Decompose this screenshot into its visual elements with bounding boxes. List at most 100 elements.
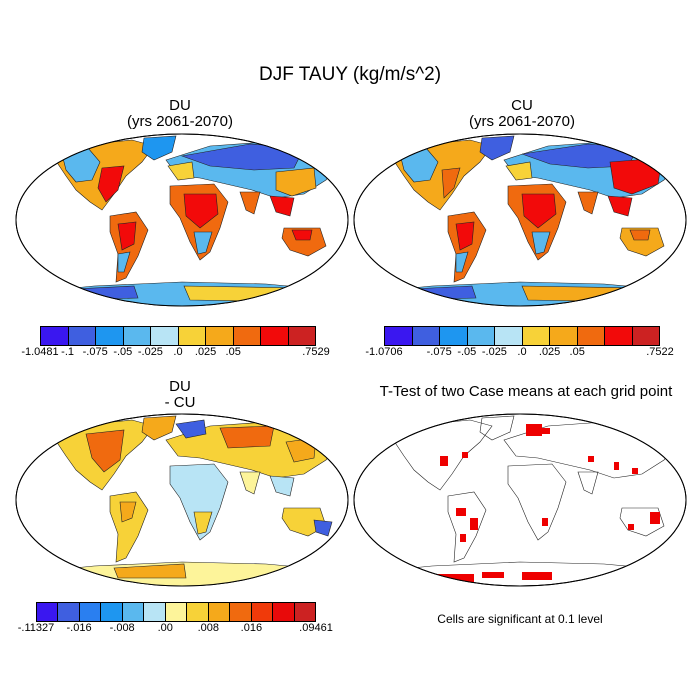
du-swatch [288,327,315,345]
du-colorbar-label: .0 [173,346,183,358]
diff-colorbar-label: -.016 [66,622,92,634]
cu-swatch [550,327,578,345]
south-america-coast [117,251,131,273]
southeast-asia [269,195,295,217]
cu-colorbar-label: .0 [517,346,527,358]
ttest-panel-title: T-Test of two Case means at each grid po… [352,384,700,400]
greenland [141,135,177,161]
cu-map [353,133,687,307]
india [239,471,261,495]
south-america-landmass [109,491,149,563]
cu-swatch [440,327,468,345]
du-map [15,133,349,307]
du-swatch [68,327,96,345]
du-colorbar-label: -.05 [113,346,133,358]
diff-swatch [79,603,102,621]
africa-south [193,231,213,255]
southeast-asia [269,475,295,497]
india-outline [577,471,599,495]
siberia-anomaly [180,143,305,171]
north-america-east-anomaly [441,167,461,199]
du-colorbar-label: -.075 [82,346,108,358]
du-swatch [233,327,261,345]
india [577,191,599,215]
du-swatch [178,327,206,345]
europe-anomaly [167,161,195,181]
du-swatch [41,327,69,345]
africa-south [531,231,551,255]
significance-note: Cells are significant at 0.1 level [437,612,603,626]
du-colorbar-label: .7529 [302,346,330,358]
cu-swatch [467,327,495,345]
cu-colorbar-label: -.075 [426,346,452,358]
figure-title: DJF TAUY (kg/m/s^2) [258,64,442,85]
diff-colorbar-label: -.008 [109,622,135,634]
australia [619,227,665,257]
diff-title-line1: DU [169,378,191,395]
diff-panel-title: DU - CU [60,379,300,411]
antarctica-west-anomaly [53,285,139,301]
south-america-outline [447,491,487,563]
east-asia-anomaly [275,167,317,197]
cu-colorbar-label: -.05 [457,346,477,358]
du-title-line2: (yrs 2061-2070) [127,113,233,130]
du-colorbar [40,326,316,346]
diff-colorbar-labels: -.11327 -.016 -.008 .00 .008 .016 .09461 [18,622,333,636]
cu-swatch [495,327,523,345]
du-swatch [261,327,289,345]
diff-colorbar [36,602,316,622]
europe-anomaly [505,161,533,181]
du-panel-title: DU (yrs 2061-2070) [60,98,300,130]
south-america-coast [455,251,469,273]
north-america-east-anomaly [97,165,125,203]
antarctica-west-anomaly [391,285,477,301]
south-america-interior [117,221,137,251]
greenland [479,135,515,161]
du-colorbar-label: -1.0481 [21,346,59,358]
du-colorbar-label: -.025 [137,346,163,358]
du-colorbar-label: .05 [225,346,241,358]
cu-colorbar [384,326,660,346]
scandinavia-anomaly [175,419,207,439]
diff-map [15,413,349,587]
australia-north [629,229,651,241]
india [239,191,261,215]
diff-title-line2: - CU [164,394,196,411]
cu-colorbar-swatches [384,326,660,346]
africa-landmass [169,463,229,541]
australia-outline [619,507,665,537]
du-colorbar-label: -.1 [61,346,75,358]
ttest-map [353,413,687,587]
cu-swatch [632,327,659,345]
du-swatch [123,327,151,345]
diff-colorbar-label: .00 [157,622,173,634]
diff-swatch [58,603,80,621]
greenland [141,415,177,441]
cu-swatch [385,327,413,345]
du-title-line1: DU [169,97,191,114]
australia-east-anomaly [313,519,333,537]
diff-colorbar-swatches [36,602,316,622]
diff-swatch [122,603,145,621]
diff-swatch [144,603,166,621]
australia [281,507,327,537]
cu-colorbar-labels: -1.0706 -.075 -.05 -.025 .0 .025 .05 .75… [365,346,673,360]
cu-colorbar-label: .025 [538,346,561,358]
diff-swatch [101,603,123,621]
cu-colorbar-label: -1.0706 [365,346,403,358]
antarctica-west-anomaly [113,563,187,579]
diff-swatch [187,603,209,621]
diff-colorbar-label: .016 [240,622,263,634]
du-colorbar-label: .025 [194,346,217,358]
australia [281,227,327,257]
australia-north [291,229,313,241]
diff-swatch [230,603,252,621]
du-swatch [96,327,124,345]
antarctica-east-anomaly [183,285,315,303]
antarctica-east-anomaly [521,285,653,303]
cu-colorbar-label: -.025 [481,346,507,358]
africa-interior [521,193,557,229]
russia-anomaly [219,425,275,449]
diff-colorbar-label: .09461 [299,622,333,634]
south-america-interior [119,501,137,523]
